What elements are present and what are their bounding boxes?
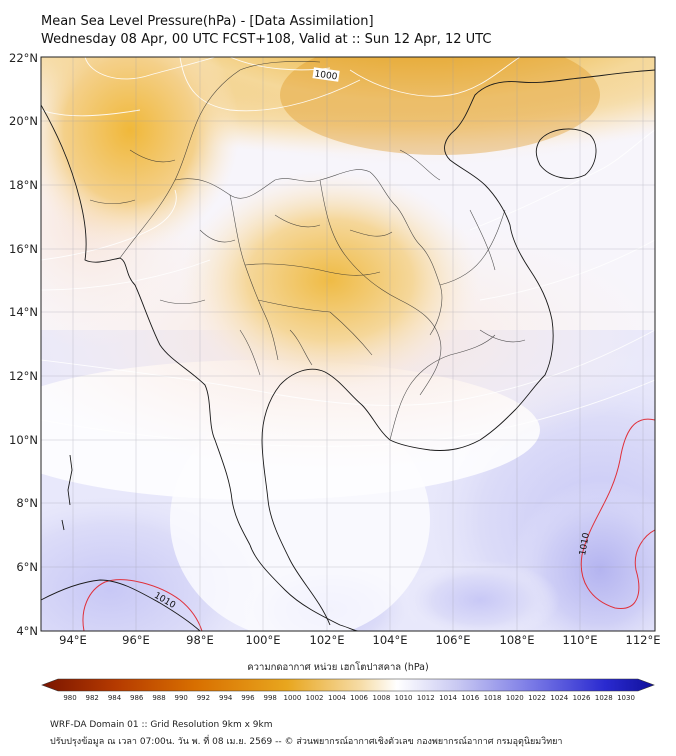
contour-1010 <box>82 418 655 631</box>
lat-tick: 12°N <box>9 369 38 383</box>
lon-tick: 94°E <box>59 633 87 647</box>
lon-tick: 106°E <box>436 633 471 647</box>
colorbar-tick-label: 1026 <box>573 694 591 702</box>
lon-tick: 112°E <box>626 633 661 647</box>
colorbar-tick-label: 1030 <box>617 694 635 702</box>
colorbar-tick-label: 1022 <box>528 694 546 702</box>
lat-tick: 8°N <box>16 496 38 510</box>
colorbar-tick-label: 1008 <box>372 694 390 702</box>
lon-tick: 100°E <box>246 633 281 647</box>
map-frame <box>40 56 656 632</box>
colorbar-tick-label: 988 <box>152 694 165 702</box>
colorbar-tick-label: 1010 <box>395 694 413 702</box>
borders <box>89 60 526 441</box>
footer-model-info: WRF-DA Domain 01 :: Grid Resolution 9km … <box>50 720 273 730</box>
lon-tick: 102°E <box>310 633 345 647</box>
colorbar: 980 982 984 986 988 990 992 994 996 998 1000 1002 10… <box>41 678 655 702</box>
contour-label-1010-east: 1010 <box>578 532 592 557</box>
lat-tick: 6°N <box>16 560 38 574</box>
footer-update-info: ปรับปรุงข้อมูล ณ เวลา 07:00น. วัน พ. ที่… <box>50 737 563 747</box>
lat-tick: 4°N <box>16 624 38 638</box>
colorbar-tick-label: 998 <box>264 694 277 702</box>
colorbar-tick-label: 986 <box>130 694 144 702</box>
lat-tick: 20°N <box>9 114 38 128</box>
lat-tick: 14°N <box>9 305 38 319</box>
colorbar-tick-label: 1000 <box>283 694 301 702</box>
isobars <box>41 57 655 447</box>
lat-tick: 22°N <box>9 51 38 65</box>
colorbar-tick-label: 984 <box>108 694 122 702</box>
svg-text:1010: 1010 <box>578 532 592 557</box>
colorbar-tick-label: 994 <box>219 694 233 702</box>
chart-title: Mean Sea Level Pressure(hPa) - [Data Ass… <box>41 14 374 29</box>
colorbar-title: ความกดอากาศ หน่วย เฮกโตปาสคาล (hPa) <box>247 662 429 673</box>
contour-label-1000: 1000 <box>312 67 340 83</box>
lon-tick: 108°E <box>500 633 535 647</box>
colorbar-tick-label: 1016 <box>461 694 479 702</box>
colorbar-tick-label: 990 <box>175 694 188 702</box>
colorbar-tick-label: 1018 <box>484 694 502 702</box>
lon-tick: 96°E <box>122 633 150 647</box>
lat-tick: 16°N <box>9 242 38 256</box>
colorbar-tick-label: 1002 <box>306 694 324 702</box>
colorbar-tick-label: 1028 <box>595 694 613 702</box>
chart-subtitle: Wednesday 08 Apr, 00 UTC FCST+108, Valid… <box>41 32 492 47</box>
lat-tick: 18°N <box>9 178 38 192</box>
colorbar-gradient <box>41 678 655 692</box>
lon-tick: 110°E <box>563 633 598 647</box>
lon-tick: 98°E <box>186 633 214 647</box>
svg-text:1000: 1000 <box>314 69 338 82</box>
colorbar-ticks: 980 982 984 986 988 990 992 994 996 998 1000 1002 10… <box>63 694 635 702</box>
coastlines <box>41 69 655 631</box>
colorbar-tick-label: 1014 <box>439 694 457 702</box>
colorbar-tick-label: 1012 <box>417 694 435 702</box>
lon-tick: 104°E <box>373 633 408 647</box>
graticule <box>41 57 655 631</box>
lon-axis: 94°E 96°E 98°E 100°E 102°E 104°E 106°E 1… <box>59 633 660 647</box>
colorbar-tick-label: 992 <box>197 694 210 702</box>
colorbar-tick-label: 980 <box>63 694 76 702</box>
lat-tick: 10°N <box>9 433 38 447</box>
colorbar-tick-label: 982 <box>86 694 99 702</box>
colorbar-tick-label: 996 <box>241 694 255 702</box>
colorbar-tick-label: 1004 <box>328 694 346 702</box>
pressure-field <box>41 57 655 631</box>
colorbar-tick-label: 1024 <box>550 694 568 702</box>
colorbar-tick-label: 1006 <box>350 694 368 702</box>
lat-axis: 22°N 20°N 18°N 16°N 14°N 12°N 10°N 8°N 6… <box>9 51 38 638</box>
colorbar-tick-label: 1020 <box>506 694 524 702</box>
